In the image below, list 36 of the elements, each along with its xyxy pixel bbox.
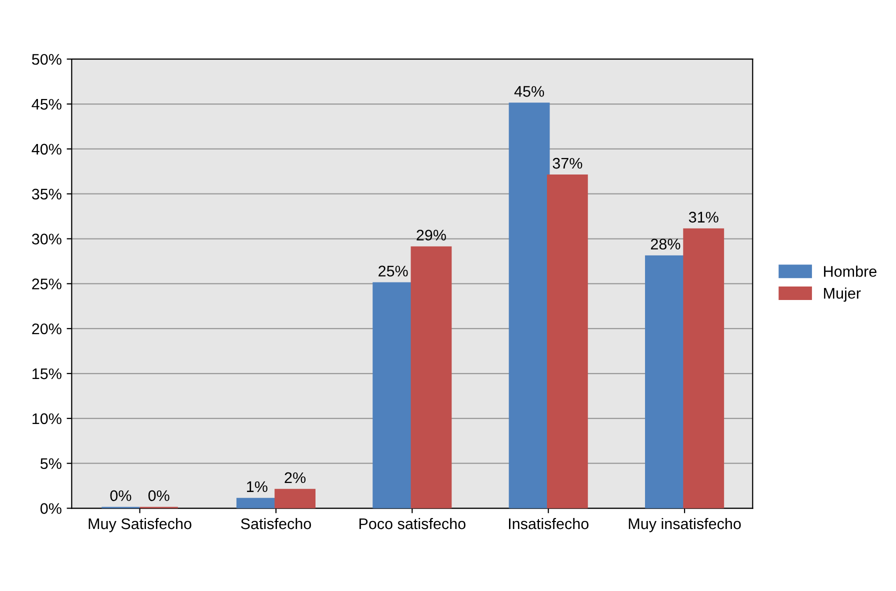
- y-tick-label: 15%: [32, 368, 62, 380]
- data-label: 1%: [247, 481, 268, 492]
- bar: [645, 255, 686, 508]
- legend-label: Hombre: [824, 266, 876, 277]
- y-tick-label: 30%: [32, 234, 62, 244]
- data-label: 28%: [650, 238, 680, 250]
- y-tick-label: 25%: [32, 278, 62, 290]
- y-tick-label: 50%: [32, 54, 62, 65]
- bar: [410, 246, 452, 508]
- x-tick-label: Muy insatisfecho: [628, 518, 741, 532]
- data-label: 25%: [378, 266, 408, 276]
- bar: [274, 488, 316, 508]
- x-tick-label: Insatisfecho: [509, 518, 588, 530]
- x-tick-label: Satisfecho: [240, 518, 311, 530]
- data-label: 0%: [110, 490, 132, 502]
- y-tick-label: 45%: [32, 98, 62, 110]
- y-tick-label: 0%: [40, 503, 62, 514]
- data-label: 29%: [416, 230, 446, 241]
- data-label: 37%: [552, 158, 582, 169]
- bar: [546, 174, 588, 508]
- y-tick-label: 10%: [32, 413, 62, 424]
- bar: [683, 228, 724, 508]
- legend-label: Mujer: [824, 288, 861, 302]
- bar: [372, 282, 414, 508]
- bar: [508, 102, 550, 508]
- data-label: 0%: [148, 490, 170, 502]
- y-tick-label: 40%: [32, 144, 62, 155]
- bar: [236, 498, 278, 508]
- x-tick-label: Muy Satisfecho: [88, 518, 192, 532]
- data-label: 31%: [688, 212, 718, 223]
- y-tick-label: 20%: [32, 323, 62, 334]
- data-label: 45%: [514, 86, 544, 97]
- y-tick-label: 35%: [32, 188, 62, 200]
- data-label: 2%: [284, 472, 306, 484]
- y-tick-label: 5%: [40, 458, 62, 470]
- x-tick-label: Poco satisfecho: [359, 518, 466, 530]
